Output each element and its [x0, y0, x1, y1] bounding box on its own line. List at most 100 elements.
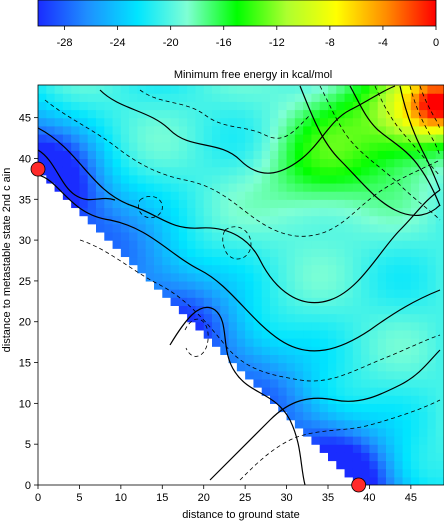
heatmap-cell	[137, 101, 147, 111]
heatmap-cell	[270, 305, 279, 315]
heatmap-cell	[402, 329, 412, 339]
heatmap-cell	[336, 101, 346, 111]
heatmap-cell	[435, 297, 444, 306]
heatmap-cell	[410, 419, 420, 429]
heatmap-cell	[286, 272, 296, 282]
heatmap-cell	[402, 468, 412, 478]
heatmap-cell	[394, 85, 404, 94]
heatmap-cell	[154, 248, 163, 258]
heatmap-cell	[336, 240, 346, 249]
heatmap-cell	[328, 452, 337, 462]
heatmap-cell	[286, 231, 296, 241]
heatmap-cell	[344, 215, 354, 225]
heatmap-cell	[352, 240, 362, 249]
heatmap-cell	[278, 403, 288, 413]
heatmap-cell	[294, 199, 304, 209]
contour-solid-7	[169, 306, 306, 485]
heatmap-cell	[369, 166, 379, 176]
heatmap-cell	[129, 231, 139, 241]
heatmap-cell	[410, 174, 420, 184]
heatmap-cell	[195, 93, 205, 102]
heatmap-cell	[328, 354, 337, 364]
heatmap-cell	[120, 215, 130, 225]
heatmap-cell	[386, 117, 395, 127]
heatmap-cell	[178, 117, 188, 127]
heatmap-cell	[104, 85, 114, 94]
heatmap-cell	[228, 280, 238, 290]
heatmap-cell	[236, 215, 246, 225]
heatmap-cell	[71, 150, 81, 160]
heatmap-cell	[253, 207, 263, 217]
heatmap-cell	[154, 272, 163, 282]
heatmap-cell	[344, 321, 354, 331]
heatmap-cell	[419, 125, 429, 135]
heatmap-cell	[361, 354, 371, 364]
heatmap-cell	[261, 321, 271, 331]
heatmap-cell	[129, 248, 139, 258]
heatmap-cell	[120, 174, 130, 184]
heatmap-cell	[162, 142, 172, 151]
heatmap-cell	[319, 436, 329, 445]
heatmap-cell	[170, 199, 180, 209]
heatmap-cell	[137, 133, 147, 143]
heatmap-cell	[303, 248, 313, 258]
heatmap-cell	[270, 199, 279, 209]
heatmap-cell	[344, 166, 354, 176]
heatmap-cell	[410, 158, 420, 168]
heatmap-cell	[286, 362, 296, 372]
heatmap-cell	[129, 166, 139, 176]
heatmap-cell	[203, 305, 213, 315]
heatmap-cells	[38, 85, 444, 485]
heatmap-cell	[245, 248, 255, 258]
heatmap-cell	[178, 158, 188, 168]
heatmap-cell	[377, 142, 387, 151]
heatmap-cell	[261, 272, 271, 282]
heatmap-cell	[377, 272, 387, 282]
heatmap-cell	[402, 289, 412, 298]
heatmap-cell	[328, 378, 337, 388]
heatmap-cell	[245, 297, 255, 306]
heatmap-cell	[361, 85, 371, 94]
heatmap-cell	[71, 93, 81, 102]
heatmap-cell	[386, 264, 395, 274]
heatmap-cell	[369, 101, 379, 111]
heatmap-cell	[79, 166, 89, 176]
heatmap-cell	[203, 191, 213, 200]
colorbar-gradient	[37, 0, 437, 27]
heatmap-cell	[377, 117, 387, 127]
heatmap-cell	[344, 395, 354, 404]
heatmap-cell	[294, 411, 304, 421]
heatmap-cell	[386, 346, 395, 355]
heatmap-cell	[336, 264, 346, 274]
heatmap-cell	[162, 289, 172, 298]
heatmap-cell	[212, 142, 221, 151]
heatmap-cell	[212, 280, 221, 290]
heatmap-cell	[336, 174, 346, 184]
heatmap-cell	[328, 419, 337, 429]
heatmap-cell	[245, 272, 255, 282]
heatmap-cell	[54, 101, 64, 111]
heatmap-cell	[220, 289, 230, 298]
heatmap-cell	[261, 142, 271, 151]
heatmap-cell	[377, 85, 387, 94]
heatmap-cell	[369, 199, 379, 209]
heatmap-cell	[336, 142, 346, 151]
heatmap-cell	[245, 101, 255, 111]
heatmap-cell	[377, 199, 387, 209]
heatmap-cell	[419, 93, 429, 102]
heatmap-cell	[344, 272, 354, 282]
heatmap-cell	[427, 125, 437, 135]
heatmap-cell	[253, 191, 263, 200]
heatmap-cell	[112, 133, 122, 143]
heatmap-cell	[402, 207, 412, 217]
heatmap-cell	[319, 395, 329, 404]
heatmap-cell	[220, 313, 230, 323]
heatmap-cell	[435, 101, 444, 111]
heatmap-cell	[178, 305, 188, 315]
heatmap-cell	[253, 305, 263, 315]
heatmap-cell	[352, 125, 362, 135]
heatmap-cell	[203, 125, 213, 135]
heatmap-cell	[352, 231, 362, 241]
heatmap-cell	[394, 321, 404, 331]
heatmap-cell	[212, 174, 221, 184]
